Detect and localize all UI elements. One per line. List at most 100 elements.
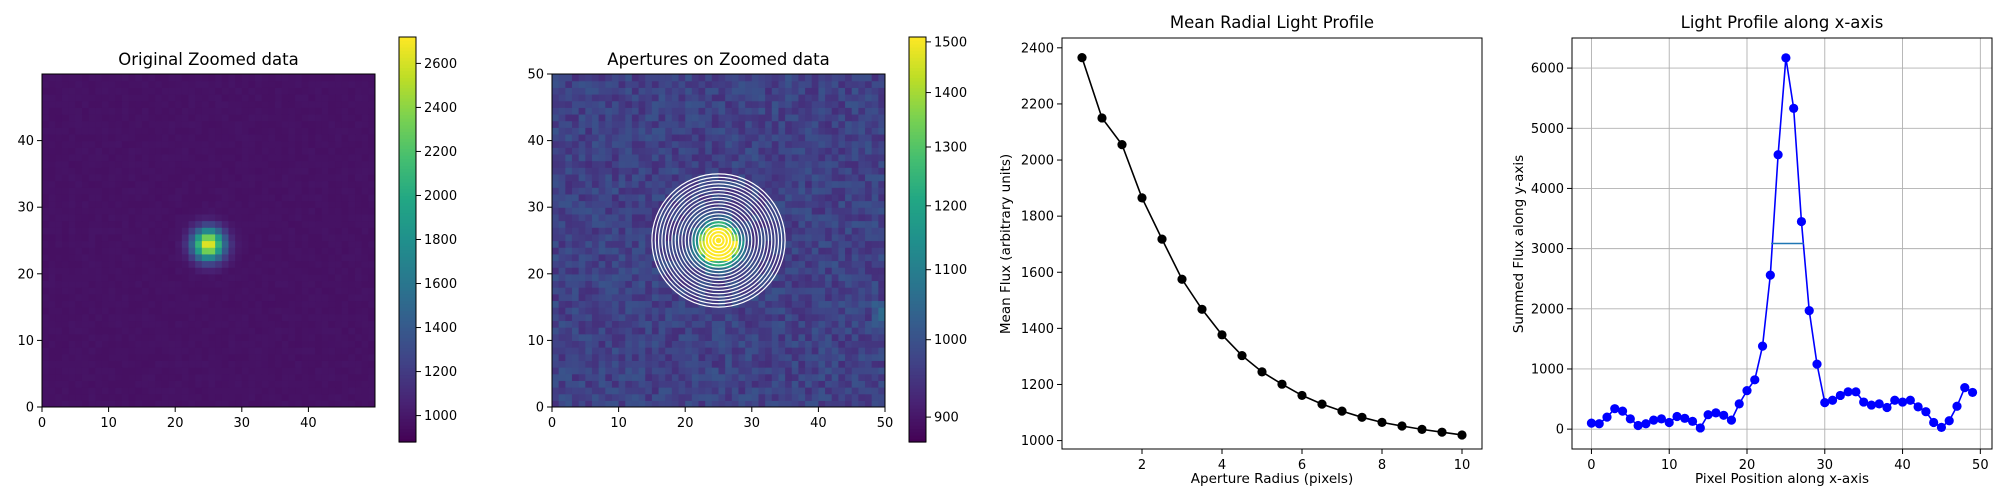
heatmap-cell (161, 173, 170, 182)
heatmap-cell (871, 333, 879, 341)
heatmap-cell (865, 400, 873, 407)
heatmap-cell (798, 200, 806, 208)
colorbar-segment (399, 300, 416, 305)
heatmap-cell (578, 353, 586, 361)
heatmap-cell (141, 313, 150, 322)
heatmap-cell (275, 260, 283, 268)
heatmap-cell (751, 140, 760, 148)
heatmap-cell (625, 247, 633, 255)
heatmap-cell (625, 293, 633, 302)
heatmap-cell (671, 373, 680, 381)
heatmap-cell (738, 120, 746, 128)
heatmap-cell (811, 300, 819, 308)
heatmap-cell (738, 167, 746, 175)
colorbar-segment (399, 84, 416, 89)
heatmap-cell (228, 267, 236, 275)
heatmap-cell (552, 240, 560, 248)
heatmap-cell (141, 120, 150, 128)
heatmap-cell (738, 307, 746, 315)
heatmap-cell (571, 100, 580, 108)
heatmap-cell (851, 340, 859, 348)
heatmap-cell (558, 200, 566, 208)
heatmap-cell (221, 320, 230, 328)
heatmap-cell (121, 333, 130, 341)
heatmap-cell (248, 267, 256, 275)
heatmap-cell (725, 167, 733, 175)
heatmap-cell (101, 373, 110, 381)
heatmap-cell (341, 267, 349, 275)
heatmap-cell (288, 220, 296, 228)
heatmap-cell (121, 267, 130, 275)
heatmap-cell (645, 173, 653, 182)
heatmap-cell (275, 80, 283, 88)
heatmap-cell (308, 100, 316, 108)
heatmap-cell (341, 187, 349, 195)
heatmap-cell (751, 287, 760, 295)
heatmap-cell (785, 107, 793, 115)
heatmap-cell (81, 173, 90, 182)
colorbar-segment (399, 435, 416, 440)
heatmap-cell (838, 373, 846, 381)
heatmap-cell (778, 280, 786, 288)
heatmap-cell (155, 267, 163, 275)
heatmap-cell (691, 113, 700, 122)
heatmap-cell (315, 120, 323, 128)
heatmap-cell (315, 87, 323, 95)
heatmap-cell (341, 233, 349, 242)
heatmap-cell (128, 207, 136, 215)
heatmap-cell (611, 367, 620, 375)
heatmap-cell (771, 313, 780, 322)
heatmap-cell (275, 340, 283, 348)
heatmap-cell (618, 360, 626, 368)
heatmap-cell (335, 167, 343, 175)
colorbar-tick-label: 1400 (424, 321, 457, 336)
heatmap-cell (658, 153, 666, 162)
heatmap-cell (691, 387, 700, 395)
heatmap-cell (368, 320, 375, 328)
heatmap-cell (865, 180, 873, 188)
heatmap-cell (645, 333, 653, 341)
heatmap-cell (308, 300, 316, 308)
colorbar-segment (399, 60, 416, 65)
heatmap-cell (598, 120, 606, 128)
heatmap-cell (295, 160, 303, 168)
heatmap-cell (825, 153, 833, 162)
heatmap-cell (295, 340, 303, 348)
heatmap-cell (281, 307, 290, 315)
heatmap-cell (678, 147, 686, 155)
heatmap-cell (851, 107, 859, 115)
heatmap-cell (255, 167, 263, 175)
heatmap-cell (552, 280, 560, 288)
heatmap-cell (858, 393, 866, 401)
heatmap-cell (658, 400, 666, 407)
heatmap-cell (281, 173, 290, 182)
heatmap-cell (228, 193, 236, 202)
heatmap-cell (255, 393, 263, 401)
colorbar-segment (399, 80, 416, 85)
heatmap-cell (725, 360, 733, 368)
heatmap-cell (571, 160, 580, 168)
heatmap-cell (711, 120, 720, 128)
heatmap-cell (255, 147, 263, 155)
heatmap-cell (335, 247, 343, 255)
heatmap-cell (288, 400, 296, 407)
heatmap-cell (805, 113, 813, 122)
heatmap-cell (818, 387, 826, 395)
heatmap-cell (785, 153, 793, 162)
heatmap-cell (645, 280, 653, 288)
heatmap-cell (155, 393, 163, 401)
heatmap-cell (758, 207, 766, 215)
heatmap-cell (195, 113, 203, 122)
heatmap-cell (121, 93, 130, 102)
heatmap-cell (831, 213, 839, 222)
heatmap-cell (341, 340, 349, 348)
heatmap-cell (671, 227, 680, 235)
heatmap-cell (705, 280, 713, 288)
heatmap-cell (865, 327, 873, 335)
heatmap-cell (201, 160, 210, 168)
heatmap-cell (831, 280, 839, 288)
heatmap-cell (288, 127, 296, 135)
heatmap-cell (348, 267, 356, 275)
heatmap-cell (685, 387, 693, 395)
heatmap-cell (181, 173, 190, 182)
